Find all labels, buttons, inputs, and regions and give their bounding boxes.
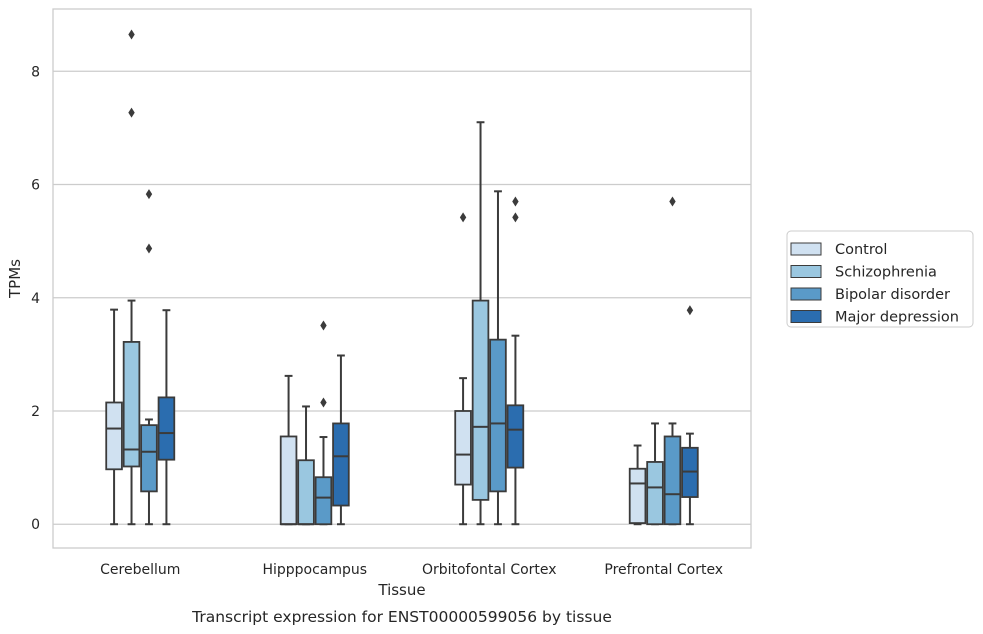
legend-frame: [786, 230, 974, 328]
outlier-point: [686, 305, 694, 316]
box-schizophrenia-1: [297, 405, 315, 526]
outlier-point: [320, 397, 327, 408]
box-iqr: [140, 424, 158, 493]
x-tick-label: Cerebellum: [100, 562, 180, 578]
box-iqr: [454, 410, 472, 486]
y-tick-label: 0: [31, 517, 40, 533]
legend-swatch: [790, 287, 822, 301]
box-control-1: [279, 374, 298, 526]
outlier-point: [512, 212, 519, 223]
box-major-depression-3: [681, 305, 699, 526]
box-iqr: [471, 299, 490, 501]
box-iqr: [506, 404, 525, 469]
box-iqr: [663, 435, 682, 526]
box-iqr: [489, 338, 507, 493]
legend-label: Control: [835, 242, 887, 258]
box-iqr: [279, 435, 298, 526]
chart-caption: Transcript expression for ENST0000059905…: [191, 608, 612, 626]
box-iqr: [105, 401, 123, 471]
box-major-depression-0: [157, 309, 176, 526]
box-control-0: [105, 308, 123, 526]
box-bipolar-disorder-2: [489, 190, 507, 526]
box-control-3: [628, 444, 647, 526]
box-iqr: [314, 476, 333, 526]
box-bipolar-disorder-3: [663, 196, 682, 526]
box-control-2: [454, 212, 472, 526]
y-tick-label: 4: [31, 291, 40, 307]
outlier-point: [512, 196, 519, 207]
y-tick-label: 8: [31, 64, 40, 80]
x-tick-labels: Cerebellum Hipppocampus Orbitofontal Corte…: [100, 562, 723, 578]
boxes: [105, 29, 699, 526]
box-iqr: [157, 396, 176, 461]
legend-swatch: [790, 242, 822, 256]
outlier-point: [145, 189, 153, 200]
legend-label: Schizophrenia: [835, 265, 937, 281]
box-iqr: [628, 467, 647, 524]
outlier-point: [128, 29, 135, 40]
legend-swatch: [790, 265, 822, 278]
legend-label: Major depression: [835, 310, 959, 326]
outlier-point: [459, 212, 467, 223]
y-tick-labels: 0 2 4 6 8: [31, 64, 40, 533]
plot-frame: [52, 8, 752, 549]
box-iqr: [646, 461, 664, 526]
outlier-point: [145, 243, 153, 254]
box-iqr: [297, 459, 315, 526]
box-bipolar-disorder-0: [140, 189, 158, 526]
box-iqr: [122, 341, 141, 468]
legend-label: Bipolar disorder: [835, 287, 950, 303]
box-bipolar-disorder-1: [314, 320, 333, 526]
box-schizophrenia-2: [471, 121, 490, 526]
box-major-depression-2: [506, 196, 525, 526]
y-axis-label: TPMs: [6, 259, 24, 299]
outlier-point: [320, 320, 327, 331]
y-tick-label: 6: [31, 178, 40, 194]
x-tick-label: Prefrontal Cortex: [604, 562, 723, 578]
y-tick-label: 2: [31, 404, 40, 420]
outlier-point: [669, 196, 676, 207]
box-major-depression-1: [332, 354, 350, 526]
x-tick-label: Orbitofontal Cortex: [422, 562, 557, 578]
x-tick-label: Hipppocampus: [262, 562, 367, 578]
box-iqr: [332, 422, 350, 507]
legend-swatch: [790, 310, 822, 323]
box-schizophrenia-3: [646, 422, 664, 526]
legend: Control Schizophrenia Bipolar disorder Majo…: [786, 230, 974, 328]
outlier-point: [128, 107, 135, 118]
box-schizophrenia-0: [122, 29, 141, 526]
x-axis-label: Tissue: [377, 581, 425, 599]
